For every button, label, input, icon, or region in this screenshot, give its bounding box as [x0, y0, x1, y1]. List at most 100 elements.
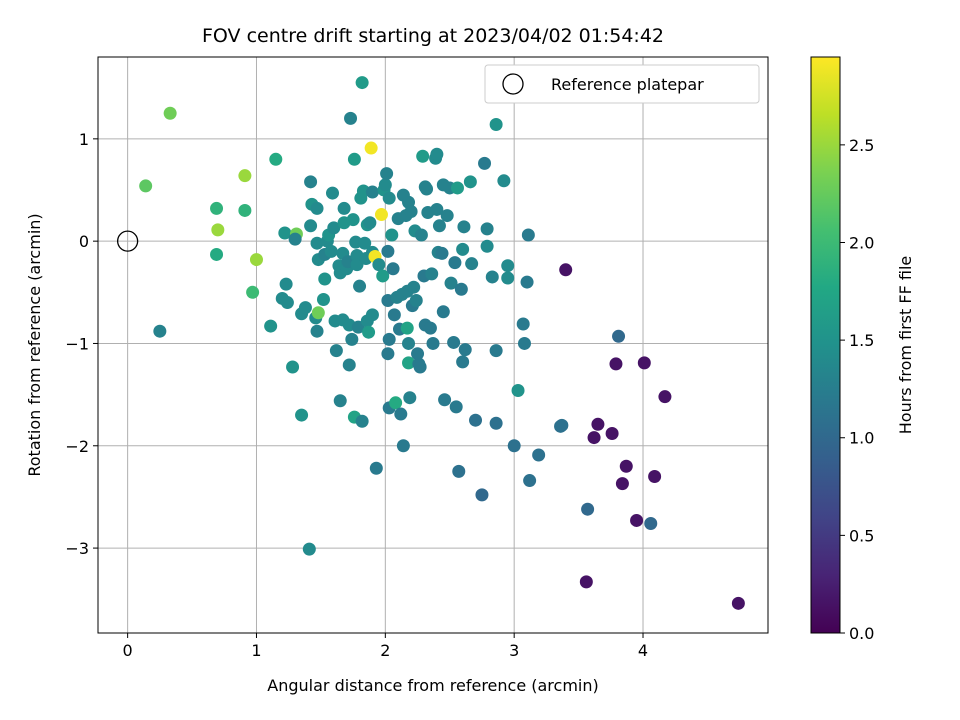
chart-title: FOV centre drift starting at 2023/04/02 … — [202, 25, 664, 47]
y-tick-label: −1 — [65, 334, 89, 353]
scatter-point — [269, 152, 283, 166]
scatter-point — [402, 336, 416, 350]
scatter-point — [372, 258, 386, 272]
scatter-point — [355, 76, 369, 90]
scatter-point — [364, 141, 378, 155]
scatter-point — [210, 247, 224, 261]
scatter-point — [302, 542, 316, 556]
x-axis-label: Angular distance from reference (arcmin) — [267, 676, 598, 695]
scatter-point — [381, 244, 395, 258]
scatter-point — [286, 360, 300, 374]
scatter-point — [435, 246, 449, 260]
scatter-point — [376, 269, 390, 283]
scatter-point — [423, 321, 437, 335]
scatter-point — [449, 400, 463, 414]
scatter-point — [559, 263, 573, 277]
y-tick-label: −2 — [65, 437, 89, 456]
scatter-point — [139, 179, 153, 193]
scatter-point — [365, 185, 379, 199]
scatter-point — [400, 321, 414, 335]
scatter-point — [337, 201, 351, 215]
scatter-point — [520, 275, 534, 289]
x-tick-label: 2 — [380, 641, 390, 660]
scatter-point — [378, 178, 392, 192]
scatter-point — [447, 335, 461, 349]
scatter-point — [452, 464, 466, 478]
scatter-point — [501, 271, 515, 285]
scatter-point — [310, 324, 324, 338]
scatter-point — [396, 439, 410, 453]
y-tick-label: −3 — [65, 539, 89, 558]
scatter-point — [485, 270, 499, 284]
plot-area: 0 1 2 3 4 −3 −2 −1 0 1 — [65, 56, 769, 660]
scatter-point — [345, 332, 359, 346]
legend-marker-reference-icon — [502, 73, 524, 95]
colorbar-ticks: 0.0 0.5 1.0 1.5 2.0 2.5 — [840, 136, 874, 643]
scatter-point — [327, 221, 341, 235]
scatter-point — [324, 244, 338, 258]
colorbar-gradient — [810, 56, 841, 634]
reference-marker-group — [116, 230, 139, 252]
scatter-point — [497, 174, 511, 188]
scatter-point — [521, 228, 535, 242]
scatter-point — [637, 356, 651, 370]
scatter-point — [609, 357, 623, 371]
scatter-point — [311, 306, 325, 320]
scatter-points — [139, 76, 745, 610]
scatter-point — [389, 396, 403, 410]
scatter-point — [438, 393, 452, 407]
scatter-point — [587, 431, 601, 445]
scatter-point — [644, 517, 658, 531]
scatter-point — [369, 461, 383, 475]
scatter-point — [386, 262, 400, 276]
scatter-point — [591, 417, 605, 431]
colorbar-tick-label: 0.0 — [849, 624, 874, 643]
scatter-point — [318, 272, 332, 286]
scatter-point — [163, 106, 177, 120]
scatter-point — [304, 219, 318, 233]
scatter-point — [246, 285, 260, 299]
scatter-point — [385, 228, 399, 242]
scatter-point — [249, 253, 263, 267]
y-tick-label: 1 — [79, 130, 89, 149]
scatter-point — [363, 216, 377, 230]
scatter-point — [648, 469, 662, 483]
scatter-point — [210, 201, 224, 215]
scatter-point — [463, 175, 477, 189]
scatter-point — [426, 336, 440, 350]
y-axis-label: Rotation from reference (arcmin) — [25, 213, 44, 476]
legend-label-reference: Reference platepar — [551, 75, 704, 94]
scatter-point — [430, 202, 444, 216]
scatter-point — [387, 308, 401, 322]
scatter-point — [619, 459, 633, 473]
scatter-point — [658, 390, 672, 404]
scatter-point — [355, 414, 369, 428]
scatter-point — [381, 347, 395, 361]
scatter-point — [295, 408, 309, 422]
scatter-point — [288, 232, 302, 246]
scatter-point — [458, 343, 472, 357]
scatter-point — [630, 513, 644, 527]
axes-frame — [97, 56, 769, 634]
scatter-point — [347, 152, 361, 166]
scatter-point — [413, 360, 427, 374]
colorbar-tick-label: 2.0 — [849, 233, 874, 252]
scatter-point — [440, 209, 454, 223]
colorbar: 0.0 0.5 1.0 1.5 2.0 2.5 Hours from first FF f… — [810, 56, 915, 643]
scatter-point — [489, 118, 503, 132]
scatter-point — [394, 407, 408, 421]
legend-box — [484, 64, 760, 104]
scatter-point — [511, 384, 525, 398]
scatter-point — [454, 282, 468, 296]
scatter-point — [579, 575, 593, 589]
scatter-point — [444, 276, 458, 290]
scatter-point — [414, 228, 428, 242]
scatter-point — [403, 391, 417, 405]
scatter-point — [353, 279, 367, 293]
scatter-point — [280, 296, 294, 310]
scatter-point — [615, 477, 629, 491]
scatter-point — [344, 111, 358, 125]
scatter-point — [469, 413, 483, 427]
y-ticks: −3 −2 −1 0 1 — [65, 130, 98, 558]
y-tick-label: 0 — [79, 232, 89, 251]
